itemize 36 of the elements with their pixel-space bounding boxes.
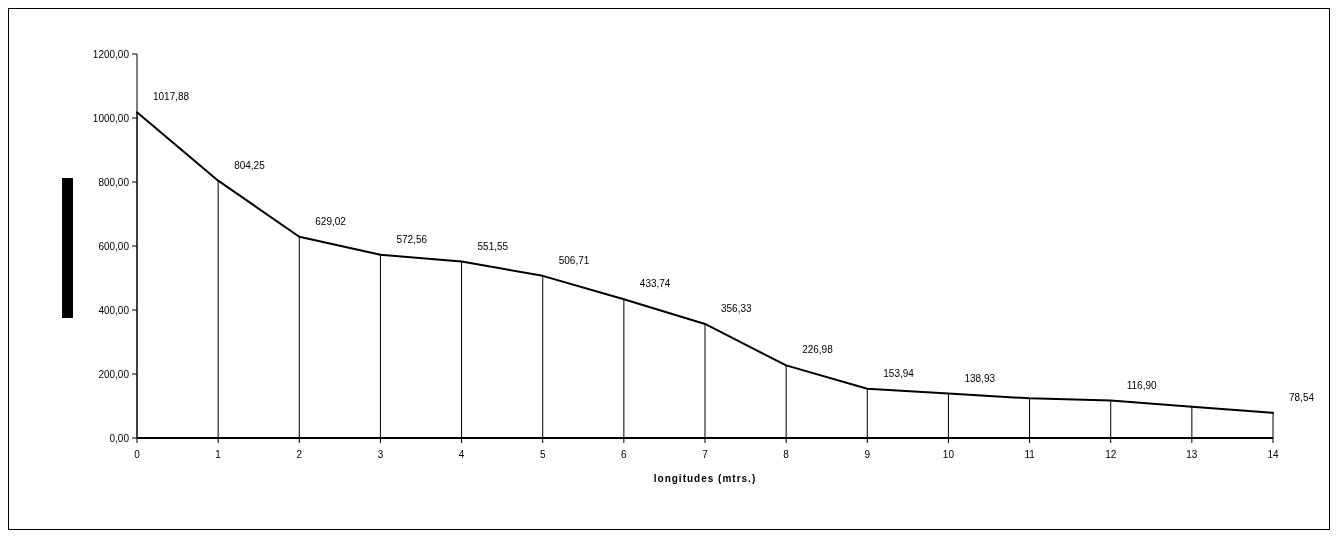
data-label: 629,02	[315, 215, 347, 227]
data-label: 78,54	[1289, 391, 1315, 403]
y-tick-label: 400,00	[98, 304, 130, 316]
x-tick-label: 12	[1105, 449, 1117, 460]
y-tick-label: 1000,00	[92, 112, 130, 124]
data-label: 138,93	[964, 372, 996, 384]
x-axis-title: longitudes (mtrs.)	[653, 473, 757, 484]
x-tick-label: 14	[1267, 449, 1279, 460]
x-tick-label: 9	[864, 449, 871, 460]
x-tick-label: 1	[215, 449, 222, 460]
data-label: 572,56	[396, 233, 428, 245]
data-label: 153,94	[883, 367, 915, 379]
x-tick-label: 4	[458, 449, 465, 460]
x-tick-label: 0	[134, 449, 141, 460]
y-tick-label: 0,00	[109, 432, 130, 444]
x-tick-label: 11	[1024, 449, 1036, 460]
x-tick-label: 6	[621, 449, 628, 460]
x-tick-label: 5	[539, 449, 546, 460]
y-tick-label: 800,00	[98, 176, 130, 188]
x-tick-label: 3	[377, 449, 384, 460]
data-label: 506,71	[558, 254, 590, 266]
data-label: 356,33	[721, 302, 753, 314]
y-tick-label: 1200,00	[92, 48, 130, 60]
data-label: 116,90	[1126, 379, 1157, 391]
data-label: 1017,88	[153, 91, 190, 103]
data-label: 226,98	[802, 344, 834, 356]
data-label: 551,55	[477, 240, 509, 252]
x-tick-label: 13	[1186, 449, 1198, 460]
data-label: 804,25	[234, 159, 266, 171]
y-tick-label: 600,00	[98, 240, 130, 252]
x-tick-label: 8	[783, 449, 790, 460]
x-tick-label: 2	[296, 449, 303, 460]
data-label: 433,74	[639, 278, 671, 290]
y-tick-label: 200,00	[98, 368, 130, 380]
x-tick-label: 10	[942, 449, 955, 460]
x-tick-label: 7	[702, 449, 709, 460]
